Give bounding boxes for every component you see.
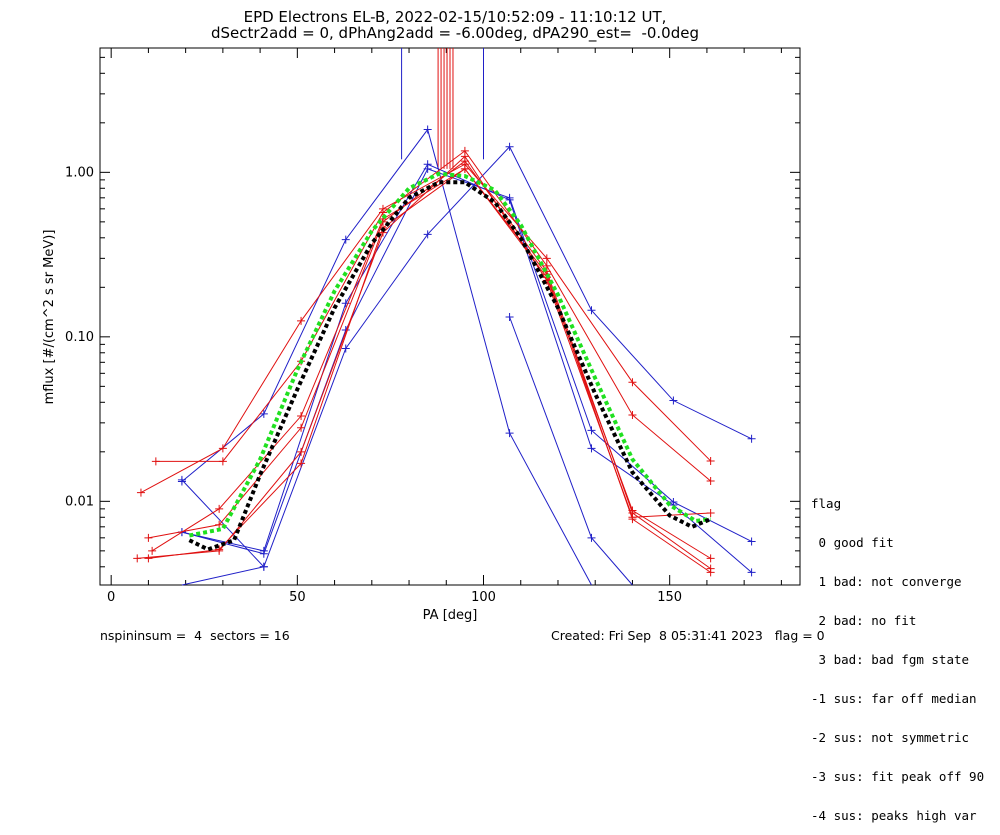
data-point-marker xyxy=(747,537,756,546)
data-point-marker xyxy=(505,193,514,202)
data-point-marker xyxy=(297,423,306,432)
data-point-marker xyxy=(669,498,678,507)
flag-legend-item: 2 bad: no fit xyxy=(811,613,917,628)
data-point-marker xyxy=(259,562,268,571)
data-point-marker xyxy=(423,164,432,173)
x-tick-label: 100 xyxy=(471,590,496,605)
data-point-marker xyxy=(341,344,350,353)
data-series-line xyxy=(181,128,592,586)
data-point-marker xyxy=(423,125,432,134)
flag-legend-item: 3 bad: bad fgm state xyxy=(811,652,970,667)
data-series-line xyxy=(181,145,752,568)
data-series-line xyxy=(155,150,711,482)
data-point-marker xyxy=(297,459,306,468)
data-point-marker xyxy=(587,426,596,435)
data-point-marker xyxy=(215,520,224,529)
x-tick-label: 50 xyxy=(289,590,306,605)
plot-area: 0 50 100 150 0.01 0.10 1.00 PA [deg] mflux [#/… xyxy=(42,47,801,623)
axes-frame: 0 50 100 150 0.01 0.10 1.00 xyxy=(65,47,801,605)
data-point-marker xyxy=(706,476,715,485)
data-point-marker xyxy=(587,444,596,453)
footer-created-info: Created: Fri Sep 8 05:31:41 2023 flag = … xyxy=(551,628,825,643)
y-tick-label: 0.10 xyxy=(65,330,94,345)
data-point-marker xyxy=(215,504,224,513)
data-point-marker xyxy=(747,434,756,443)
x-axis-label: PA [deg] xyxy=(423,608,478,623)
series-layer xyxy=(133,48,756,586)
footer-spin-info: nspininsum = 4 sectors = 16 xyxy=(100,628,290,643)
flag-legend-item: -3 sus: fit peak off 90 xyxy=(811,769,985,784)
fit-curve-green xyxy=(188,171,711,538)
flag-legend-item: -4 sus: peaks high var xyxy=(811,808,977,823)
data-point-marker xyxy=(218,457,227,466)
data-point-marker xyxy=(136,488,145,497)
data-point-marker xyxy=(747,568,756,577)
data-point-marker xyxy=(341,299,350,308)
data-point-marker xyxy=(587,533,596,542)
data-point-marker xyxy=(144,533,153,542)
data-point-marker xyxy=(706,554,715,563)
data-point-marker xyxy=(669,396,678,405)
data-point-marker xyxy=(706,568,715,577)
data-point-marker xyxy=(505,313,514,322)
data-series-line xyxy=(181,168,752,555)
data-point-marker xyxy=(133,554,142,563)
data-point-marker xyxy=(423,230,432,239)
data-point-marker xyxy=(628,410,637,419)
data-point-marker xyxy=(177,475,186,484)
data-point-marker xyxy=(706,456,715,465)
data-point-marker xyxy=(587,306,596,315)
fit-curve-black xyxy=(188,180,712,552)
y-axis-label: mflux [#/(cm^2 s sr MeV)] xyxy=(42,230,57,405)
flag-legend-item: -2 sus: not symmetric xyxy=(811,730,970,745)
data-point-marker xyxy=(542,254,551,263)
data-point-marker xyxy=(297,447,306,456)
data-point-marker xyxy=(628,378,637,387)
chart-title-line-2: dSectr2add = 0, dPhAng2add = -6.00deg, d… xyxy=(211,24,699,42)
data-point-marker xyxy=(215,545,224,554)
flag-legend-item: 1 bad: not converge xyxy=(811,574,962,589)
data-point-marker xyxy=(218,444,227,453)
flag-legend-item: -1 sus: far off median xyxy=(811,691,977,706)
data-point-marker xyxy=(297,316,306,325)
data-point-marker xyxy=(505,429,514,438)
data-series-line xyxy=(181,566,264,586)
data-point-marker xyxy=(460,164,469,173)
x-tick-label: 0 xyxy=(107,590,115,605)
y-tick-label: 0.01 xyxy=(65,494,94,509)
data-point-marker xyxy=(460,157,469,166)
flag-legend: flag 0 good fit 1 bad: not converge 2 ba… xyxy=(811,471,984,835)
data-point-marker xyxy=(297,412,306,421)
data-point-marker xyxy=(505,142,514,151)
y-tick-label: 1.00 xyxy=(65,165,94,180)
flag-legend-item: 0 good fit xyxy=(811,535,894,550)
data-point-marker xyxy=(259,549,268,558)
data-series-line xyxy=(181,163,752,573)
data-point-marker xyxy=(341,235,350,244)
data-series-line xyxy=(151,168,711,573)
data-point-marker xyxy=(151,457,160,466)
flag-legend-title: flag xyxy=(811,496,842,511)
data-point-marker xyxy=(144,554,153,563)
data-point-marker xyxy=(148,546,157,555)
data-point-marker xyxy=(259,409,268,418)
data-point-marker xyxy=(628,515,637,524)
data-series-line xyxy=(509,316,633,586)
x-tick-label: 150 xyxy=(657,590,682,605)
data-point-marker xyxy=(706,508,715,517)
chart-title-line-1: EPD Electrons EL-B, 2022-02-15/10:52:09 … xyxy=(243,8,667,26)
data-series-line xyxy=(140,163,711,494)
